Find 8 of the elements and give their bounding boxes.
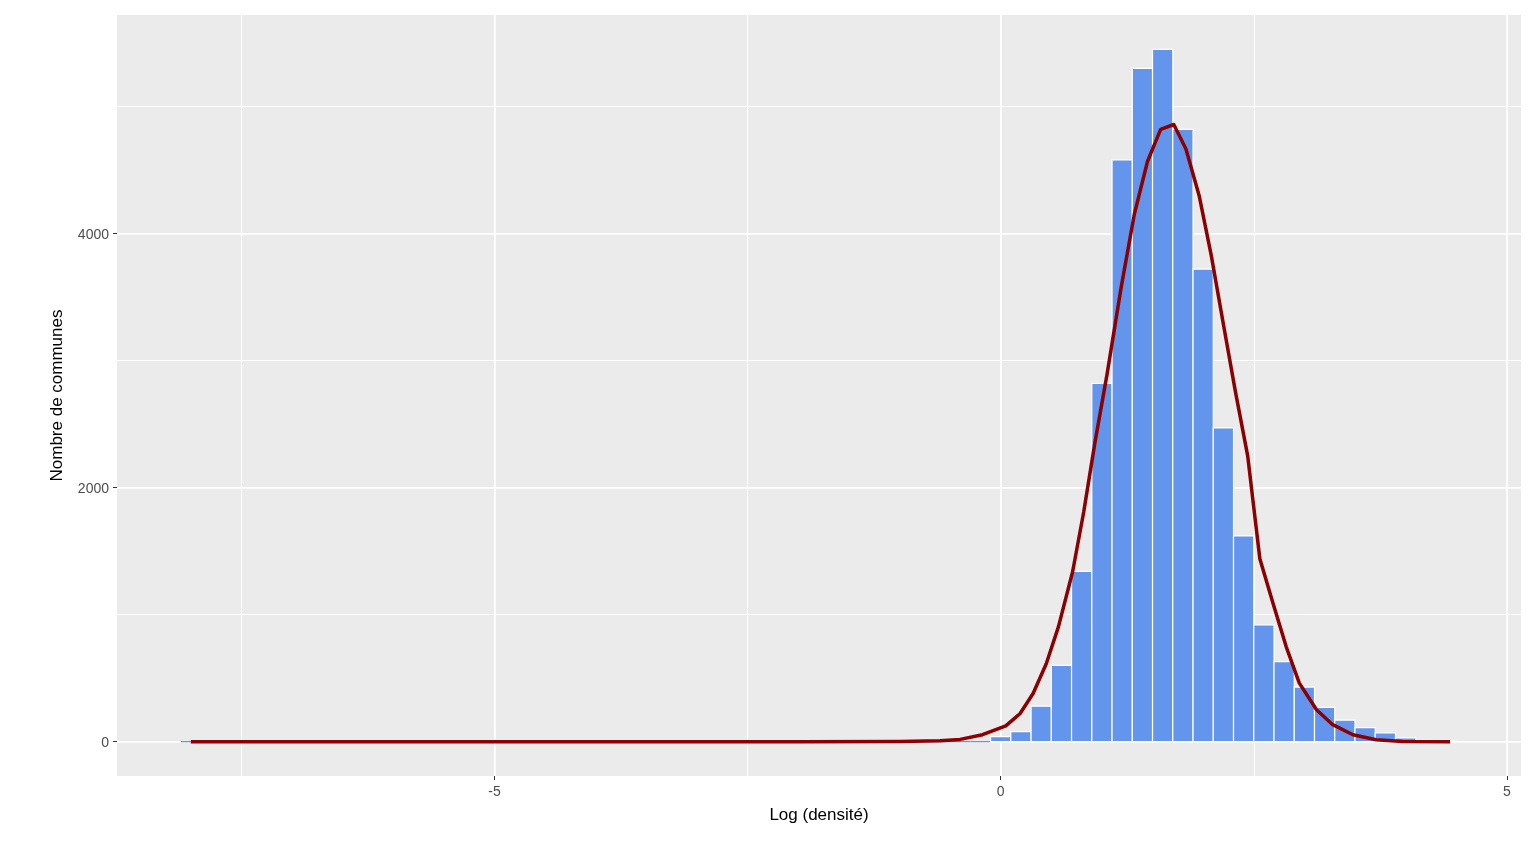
x-tick-label: 0 xyxy=(996,783,1005,799)
y-axis-title: Nombre de communes xyxy=(47,309,66,482)
x-tick-label: -5 xyxy=(488,783,502,799)
y-tick-label: 0 xyxy=(101,733,110,750)
y-tick-label: 2000 xyxy=(77,479,110,496)
x-tick-label: 5 xyxy=(1502,783,1511,799)
x-axis-title: Log (densité) xyxy=(769,805,869,824)
y-tick-label: 4000 xyxy=(77,225,110,242)
